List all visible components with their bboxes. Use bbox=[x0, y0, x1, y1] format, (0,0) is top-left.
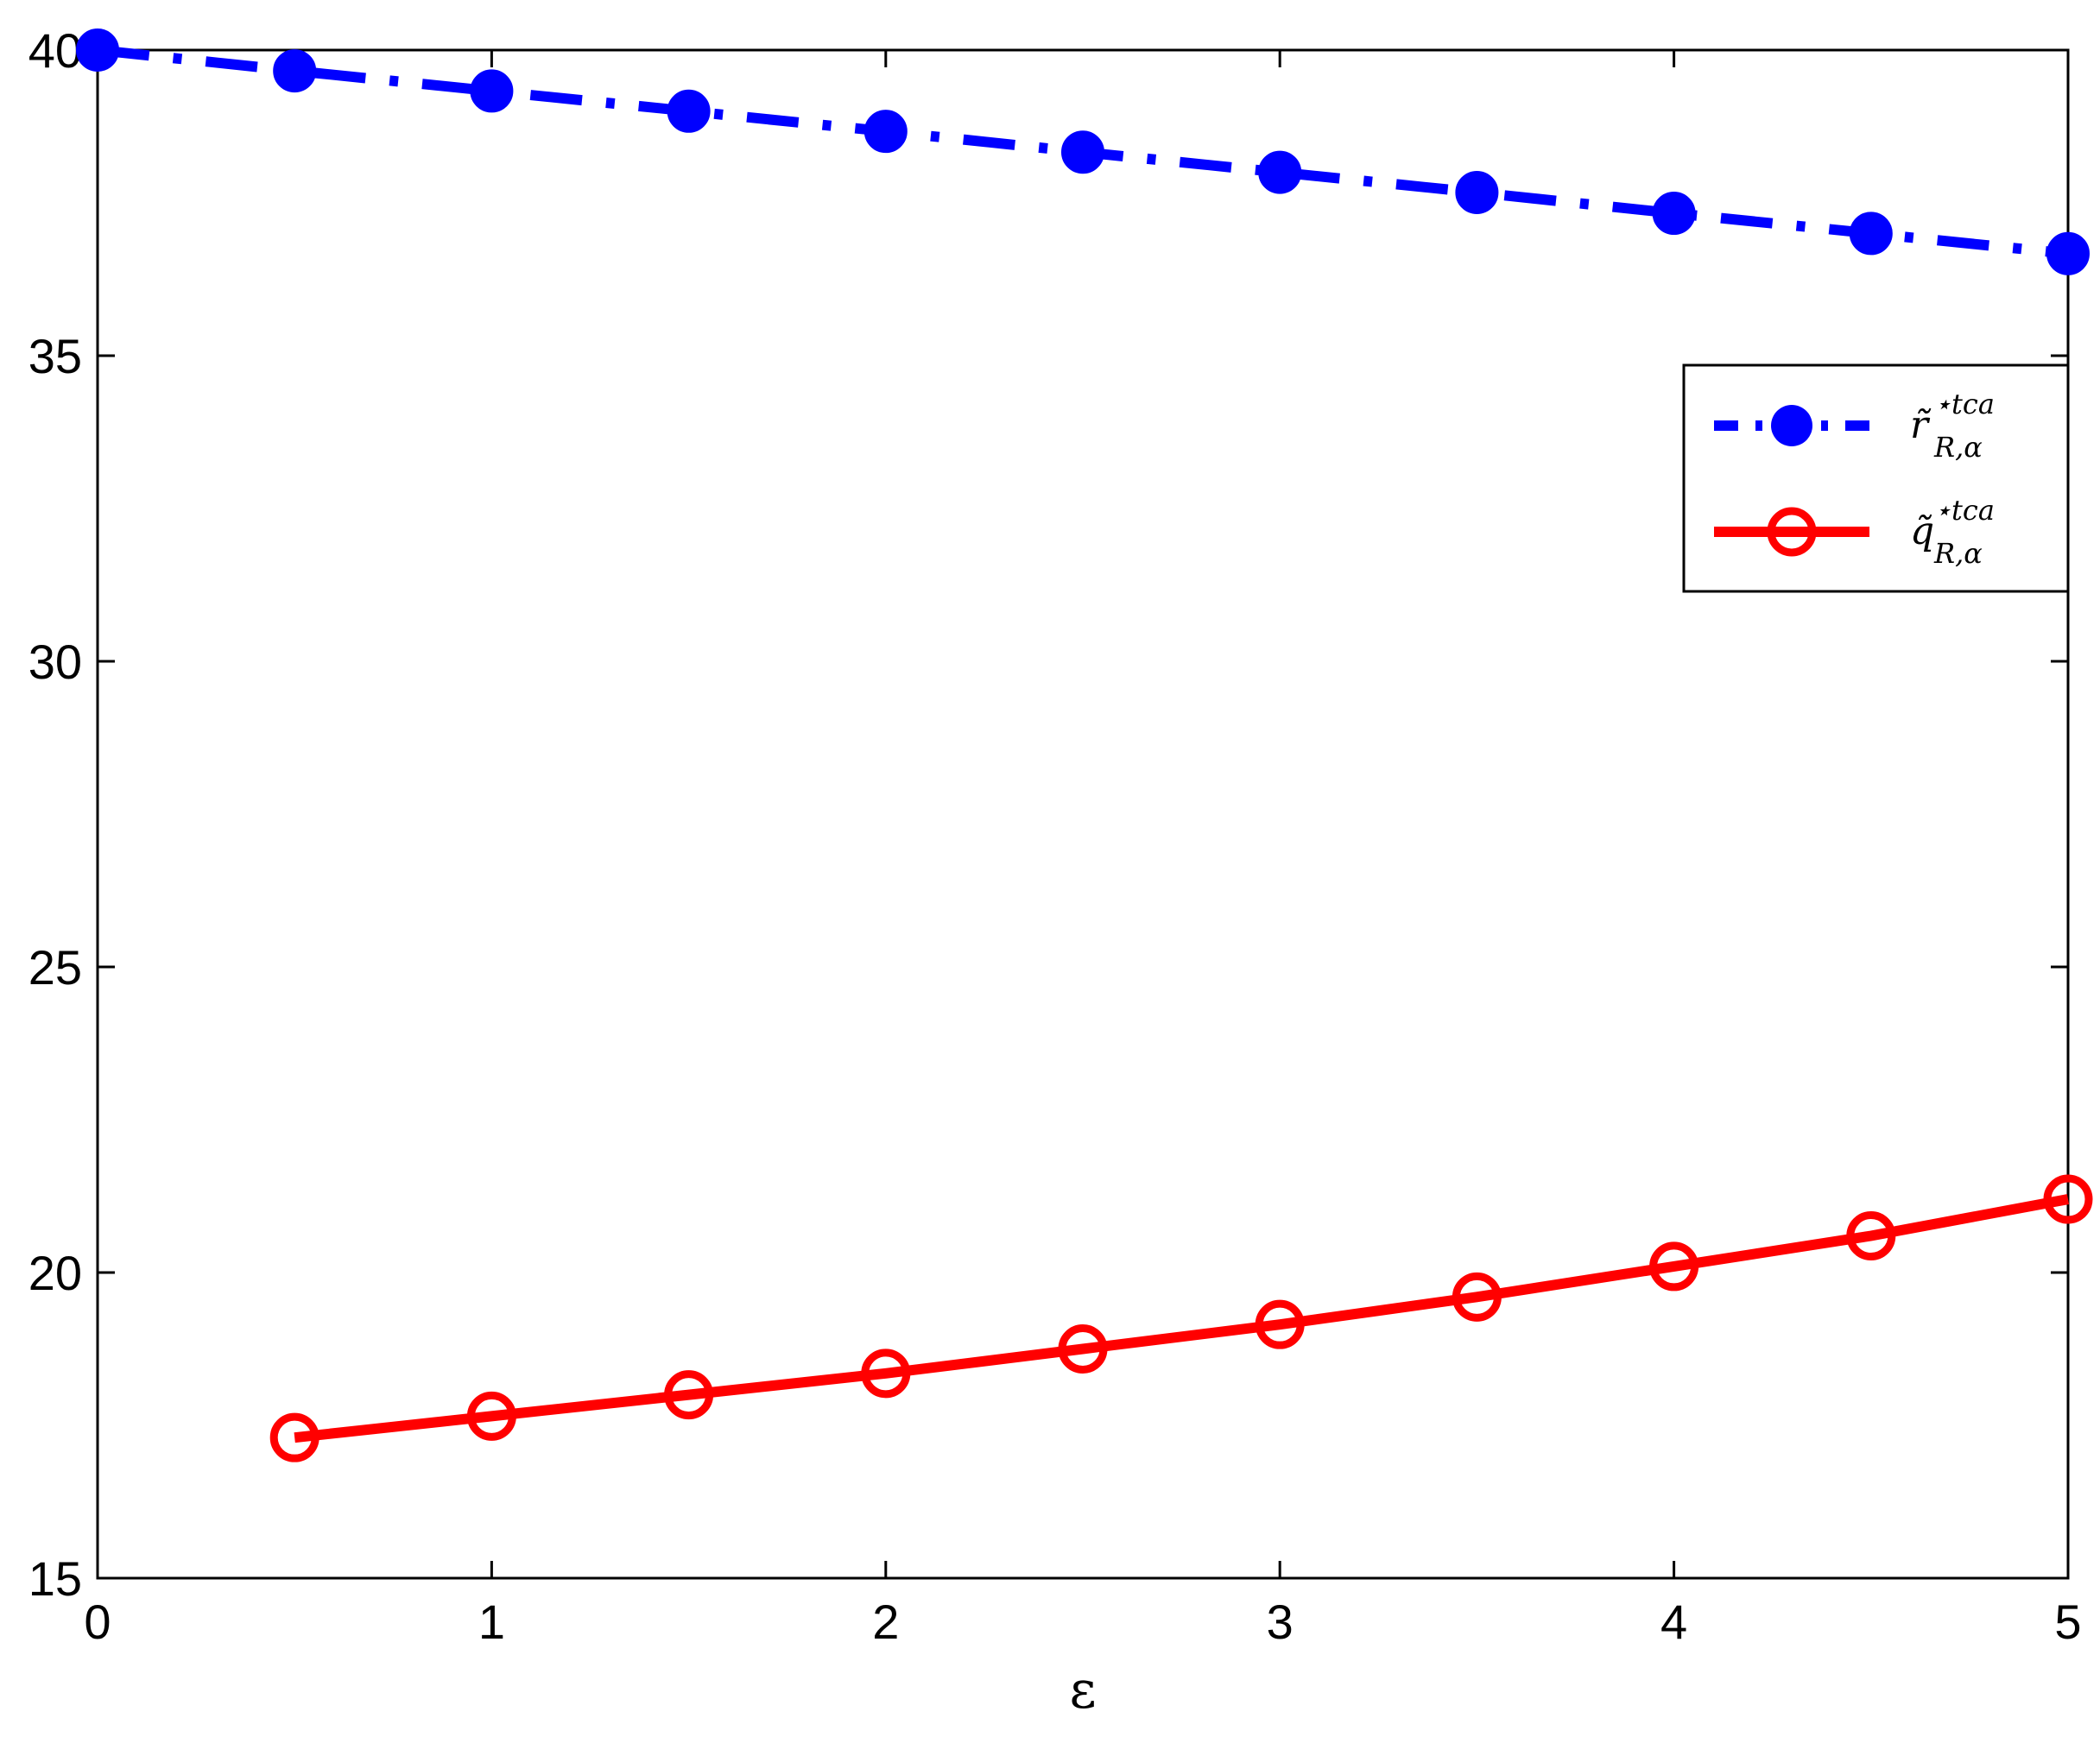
y-tick-label: 40 bbox=[28, 23, 82, 78]
data-point bbox=[466, 1391, 516, 1441]
legend-item-2: q̃ ⋆tca R,α bbox=[1714, 494, 1995, 570]
data-point bbox=[273, 49, 317, 93]
legend-swatch-marker bbox=[1771, 405, 1812, 446]
legend-box bbox=[1682, 363, 2070, 593]
x-tick-label: 4 bbox=[1660, 1595, 1687, 1649]
legend-label-superscript: ⋆tca bbox=[1934, 388, 1995, 420]
legend-label-base: q̃ bbox=[1910, 509, 1934, 553]
data-point bbox=[1058, 1324, 1108, 1374]
legend-label-base: r̃ bbox=[1910, 403, 1932, 447]
legend-label-subscript: R,α bbox=[1933, 537, 1983, 570]
y-tick-label: 15 bbox=[28, 1551, 82, 1606]
legend-label-superscript: ⋆tca bbox=[1934, 494, 1995, 527]
x-tick-label: 5 bbox=[2054, 1595, 2081, 1649]
data-point bbox=[2046, 231, 2090, 275]
series-line bbox=[294, 1194, 2070, 1443]
data-point bbox=[664, 1370, 714, 1420]
x-tick-label: 3 bbox=[1267, 1595, 1294, 1649]
x-tick-label: 0 bbox=[84, 1595, 111, 1649]
data-point bbox=[863, 110, 908, 154]
data-point bbox=[667, 89, 711, 133]
data-point bbox=[1849, 212, 1893, 256]
x-tick-label: 2 bbox=[872, 1595, 899, 1649]
data-point bbox=[1452, 1272, 1502, 1322]
legend-label-subscript: R,α bbox=[1933, 431, 1983, 464]
data-series bbox=[76, 28, 2093, 1462]
data-point bbox=[861, 1349, 911, 1399]
data-point bbox=[1255, 1299, 1305, 1349]
data-point bbox=[1061, 130, 1104, 174]
x-tick-label: 1 bbox=[478, 1595, 505, 1649]
data-point bbox=[76, 28, 119, 72]
series-1 bbox=[76, 28, 2090, 275]
axis-ticks: 0 1 2 3 4 5 15 20 25 30 35 40 bbox=[28, 23, 2082, 1649]
data-point bbox=[2043, 1174, 2093, 1224]
data-point bbox=[1649, 1241, 1699, 1292]
legend-swatch-marker bbox=[1767, 507, 1817, 557]
y-tick-label: 25 bbox=[28, 940, 82, 995]
series-2 bbox=[269, 1174, 2093, 1462]
data-point bbox=[1846, 1211, 1896, 1261]
x-axis-label: ε bbox=[1069, 1660, 1096, 1721]
y-tick-label: 20 bbox=[28, 1246, 82, 1300]
y-tick-label: 30 bbox=[28, 635, 82, 689]
data-point bbox=[1258, 150, 1302, 194]
plot-area bbox=[96, 48, 2070, 1580]
data-point bbox=[470, 69, 514, 113]
data-point bbox=[269, 1412, 319, 1462]
data-point bbox=[1455, 170, 1499, 214]
data-point bbox=[1652, 192, 1696, 236]
y-tick-label: 35 bbox=[28, 329, 82, 383]
legend-item-1: r̃ ⋆tca R,α bbox=[1714, 388, 1995, 464]
